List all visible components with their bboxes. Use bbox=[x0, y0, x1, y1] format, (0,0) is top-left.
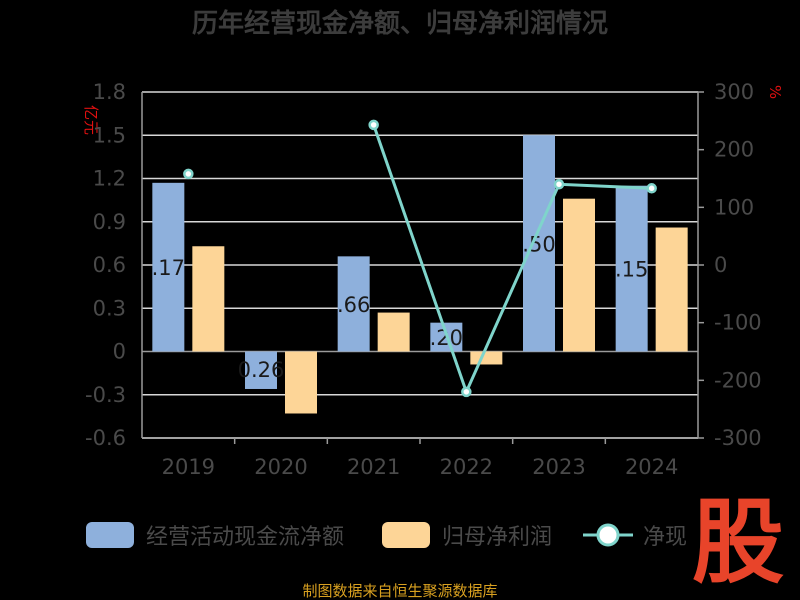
x-tick-label: 2020 bbox=[254, 455, 307, 479]
ratio-point[interactable] bbox=[368, 119, 379, 131]
bar-profit[interactable] bbox=[285, 351, 317, 414]
left-tick-label: 1.5 bbox=[93, 123, 126, 147]
left-tick-label: 0.9 bbox=[93, 210, 126, 234]
right-tick-label: 300 bbox=[714, 80, 754, 104]
bar-cash[interactable] bbox=[337, 256, 370, 352]
right-axis-ticks: -300 -200 -100 0 100 200 300 bbox=[698, 80, 762, 450]
bar-profit[interactable] bbox=[655, 227, 688, 352]
left-tick-label: -0.3 bbox=[85, 383, 126, 407]
legend-swatch-ratio-marker bbox=[596, 523, 620, 547]
bar-value-label: .15 bbox=[615, 258, 648, 282]
left-tick-label: 1.8 bbox=[93, 80, 126, 104]
ratio-line-path bbox=[372, 124, 652, 396]
legend-label-profit: 归母净利润 bbox=[442, 525, 552, 550]
x-tick-label: 2019 bbox=[162, 455, 215, 479]
right-tick-label: 100 bbox=[714, 195, 754, 219]
ratio-point[interactable] bbox=[461, 386, 472, 398]
ratio-line-series bbox=[183, 119, 657, 398]
legend-label-cash: 经营活动现金流净额 bbox=[146, 525, 344, 550]
right-tick-label: -200 bbox=[714, 368, 762, 392]
left-tick-label: 1.2 bbox=[93, 167, 126, 191]
bar-profit[interactable] bbox=[377, 312, 410, 352]
bar-profit[interactable] bbox=[192, 246, 225, 352]
legend: 经营活动现金流净额 归母净利润 净现 bbox=[86, 522, 687, 550]
x-tick-label: 2021 bbox=[347, 455, 400, 479]
legend-item-profit[interactable]: 归母净利润 bbox=[382, 522, 552, 550]
bar-value-label: 0.26 bbox=[238, 358, 285, 382]
right-tick-label: -300 bbox=[714, 426, 762, 450]
source-note: 制图数据来自恒生聚源数据库 bbox=[302, 582, 497, 600]
bar-profit[interactable] bbox=[563, 198, 595, 352]
bar-cash[interactable] bbox=[523, 135, 555, 352]
legend-item-cash[interactable]: 经营活动现金流净额 bbox=[86, 522, 344, 550]
bar-cash[interactable] bbox=[152, 182, 185, 352]
legend-swatch-cash bbox=[86, 522, 134, 548]
left-tick-label: -0.6 bbox=[85, 426, 126, 450]
left-tick-label: 0 bbox=[113, 340, 126, 364]
x-tick-label: 2024 bbox=[625, 455, 678, 479]
left-axis-unit: 亿元 bbox=[82, 105, 100, 135]
legend-item-ratio[interactable]: 净现 bbox=[583, 523, 687, 550]
right-tick-label: 0 bbox=[714, 253, 727, 277]
bars bbox=[152, 135, 688, 414]
bar-profit[interactable] bbox=[470, 351, 503, 365]
left-tick-label: 0.6 bbox=[93, 253, 126, 277]
x-tick-label: 2022 bbox=[440, 455, 493, 479]
legend-label-ratio: 净现 bbox=[643, 525, 687, 550]
x-tick-label: 2023 bbox=[532, 455, 585, 479]
ratio-point[interactable] bbox=[646, 183, 657, 194]
right-tick-label: 200 bbox=[714, 138, 754, 162]
watermark-logo: 股 bbox=[692, 489, 784, 596]
left-tick-label: 0.3 bbox=[93, 296, 126, 320]
left-axis-ticks: -0.6 -0.3 0 0.3 0.6 0.9 1.2 1.5 1.8 bbox=[85, 80, 126, 450]
legend-swatch-profit bbox=[382, 522, 430, 548]
x-axis-ticks: 2019 2020 2021 2022 2023 2024 bbox=[162, 438, 678, 479]
bar-value-label: .66 bbox=[337, 293, 370, 317]
ratio-point[interactable] bbox=[553, 179, 565, 190]
chart-title: 历年经营现金净额、归母净利润情况 bbox=[192, 8, 608, 39]
right-tick-label: -100 bbox=[714, 311, 762, 335]
right-axis-unit: % bbox=[766, 85, 784, 99]
ratio-point[interactable] bbox=[183, 168, 194, 180]
bar-value-label: .17 bbox=[152, 256, 185, 280]
bar-cash[interactable] bbox=[245, 351, 277, 389]
bar-cash[interactable] bbox=[615, 185, 648, 352]
